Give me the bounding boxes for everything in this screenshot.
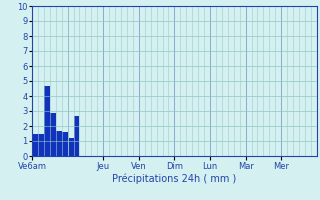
Bar: [68, 138, 74, 156]
Bar: [50, 112, 56, 156]
Bar: [62, 132, 68, 156]
Bar: [38, 134, 44, 156]
Bar: [44, 86, 50, 156]
X-axis label: Précipitations 24h ( mm ): Précipitations 24h ( mm ): [112, 173, 236, 184]
Bar: [74, 116, 79, 156]
Bar: [32, 134, 38, 156]
Bar: [56, 130, 62, 156]
